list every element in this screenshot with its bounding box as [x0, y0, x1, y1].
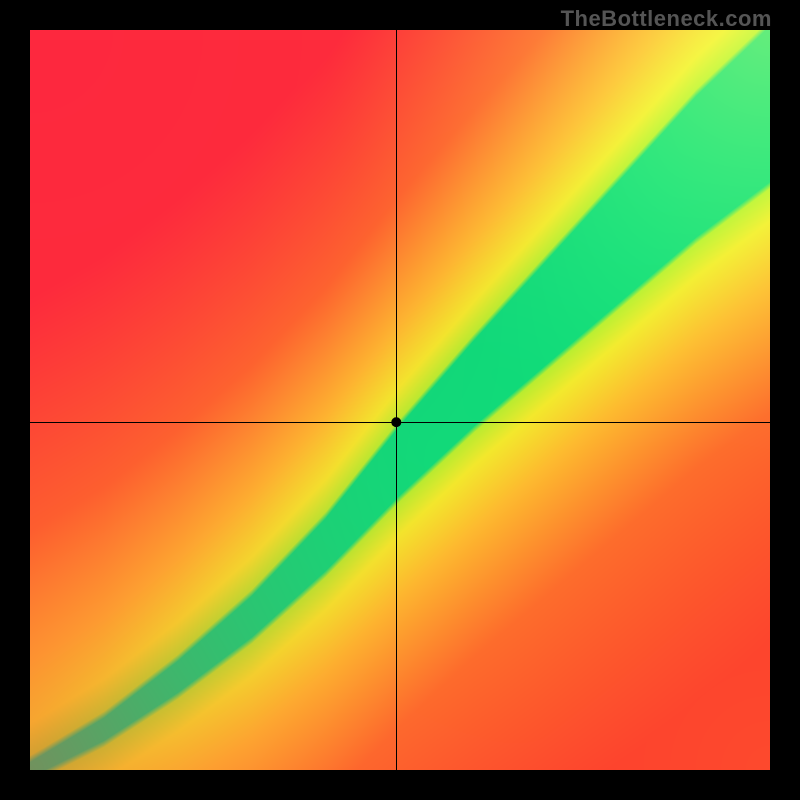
- bottleneck-heatmap: [30, 30, 770, 770]
- chart-container: TheBottleneck.com: [0, 0, 800, 800]
- watermark-text: TheBottleneck.com: [561, 6, 772, 32]
